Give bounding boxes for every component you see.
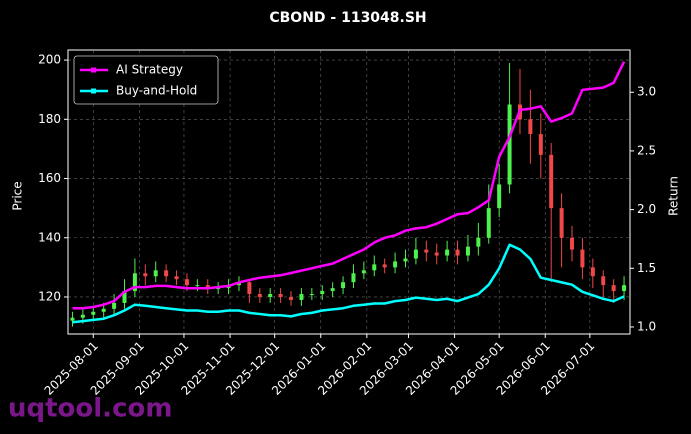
candle-body <box>559 208 564 238</box>
return-line <box>72 61 626 310</box>
candle-body <box>434 252 439 256</box>
y-axis-label: Price <box>11 181 25 210</box>
y2-axis-label: Return <box>667 176 681 216</box>
candle-body <box>91 311 96 315</box>
y2-tick-label: 1.5 <box>637 261 656 275</box>
candle-body <box>403 258 408 262</box>
candle-body <box>216 288 221 290</box>
legend-label: AI Strategy <box>116 63 183 77</box>
candle-body <box>538 134 543 155</box>
candle-body <box>174 276 179 280</box>
legend: AI Strategy Buy-and-Hold <box>73 55 219 105</box>
candle-body <box>80 314 85 318</box>
y-tick-label: 120 <box>38 289 61 303</box>
candle-body <box>101 308 106 312</box>
candle-body <box>205 285 210 289</box>
candle-body <box>289 296 294 300</box>
candle-body <box>330 288 335 292</box>
candle-body <box>351 273 356 283</box>
candle-body <box>507 104 512 185</box>
legend-marker <box>91 67 96 73</box>
candle-body <box>497 184 502 209</box>
candle-body <box>549 154 554 209</box>
watermark: uqtool.com <box>8 394 172 424</box>
candle-body <box>465 246 470 256</box>
candle-body <box>611 285 616 292</box>
candle-body <box>143 273 148 277</box>
candle-body <box>601 276 606 286</box>
candle-body <box>268 294 273 297</box>
candle-body <box>424 249 429 253</box>
candle-body <box>164 270 169 277</box>
y-tick-label: 160 <box>38 171 61 185</box>
plot-frame <box>67 49 631 335</box>
candle-body <box>393 261 398 268</box>
candles <box>70 63 627 327</box>
candle-body <box>455 249 460 256</box>
candle-body <box>299 294 304 300</box>
candle-body <box>257 294 262 297</box>
legend-label: Buy-and-Hold <box>116 84 197 98</box>
candle-body <box>122 291 127 303</box>
y2-tick-label: 3.0 <box>637 85 656 99</box>
candle-body <box>153 270 158 277</box>
return-line <box>72 243 625 324</box>
candle-body <box>580 249 585 268</box>
candle-body <box>112 302 117 309</box>
candle-body <box>320 291 325 295</box>
legend-box <box>73 55 219 105</box>
y-tick-label: 180 <box>38 112 61 126</box>
candle-body <box>486 208 491 238</box>
candle-body <box>70 317 75 321</box>
y2-tick-label: 2.5 <box>637 143 656 157</box>
candle-body <box>590 267 595 277</box>
candle-body <box>247 282 252 295</box>
y-tick-label: 200 <box>38 53 61 67</box>
y-tick-label: 140 <box>38 230 61 244</box>
candle-body <box>445 249 450 256</box>
candle-body <box>382 264 387 268</box>
candle-body <box>195 285 200 287</box>
candle-body <box>309 294 314 296</box>
candle-body <box>361 270 366 274</box>
candle-body <box>132 273 137 292</box>
candle-body <box>528 119 533 135</box>
candle-body <box>622 285 627 292</box>
candle-body <box>184 279 189 286</box>
chart-title: CBOND - 113048.SH <box>269 10 426 26</box>
candle-body <box>476 237 481 247</box>
candle-body <box>278 294 283 297</box>
y2-tick-label: 1.0 <box>637 319 656 333</box>
candle-body <box>372 264 377 271</box>
legend-marker <box>91 88 96 94</box>
candle-body <box>341 282 346 289</box>
candle-body <box>413 249 418 259</box>
y2-tick-label: 2.0 <box>637 202 656 216</box>
candle-body <box>570 237 575 250</box>
